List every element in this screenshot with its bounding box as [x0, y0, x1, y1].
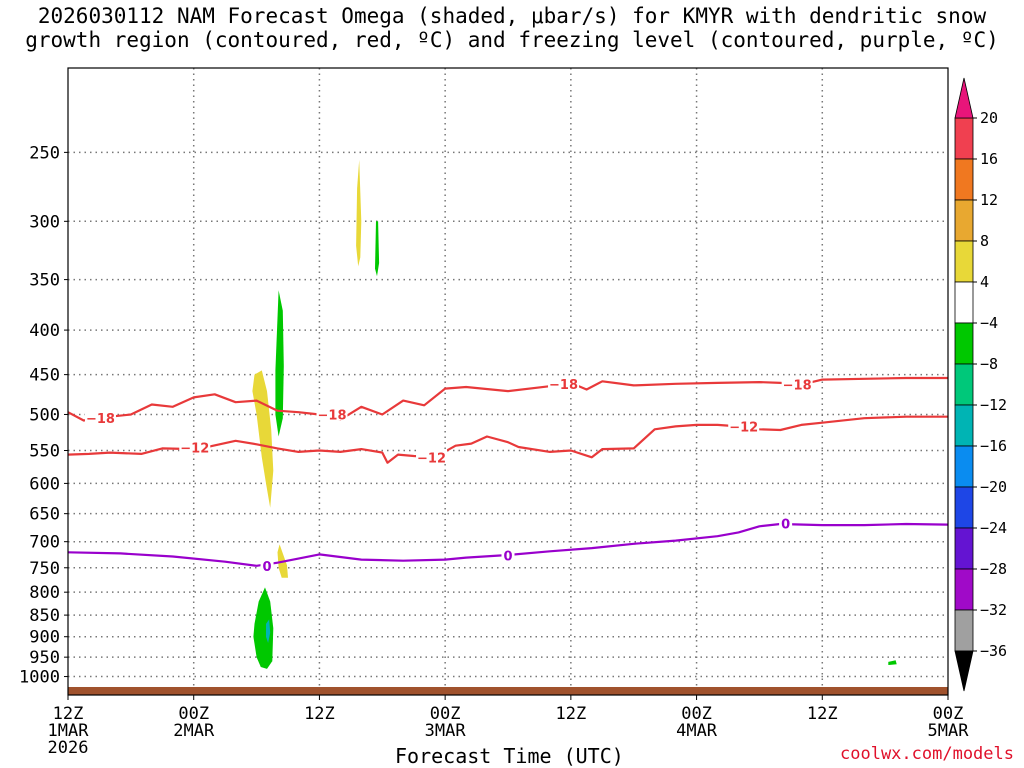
omega-shaded-region — [252, 370, 274, 508]
contour-label-bg — [501, 547, 515, 562]
x-tick-label: 1MAR — [48, 721, 90, 741]
colorbar-label: −16 — [980, 437, 1007, 455]
y-tick-label: 950 — [29, 648, 60, 668]
colorbar-label: −8 — [980, 355, 998, 373]
colorbar-bottom-arrow — [954, 650, 974, 692]
colorbar-segment — [954, 199, 974, 242]
colorbar-top-arrow — [954, 77, 974, 119]
colorbar-label: −36 — [980, 642, 1007, 660]
colorbar-label: 4 — [980, 273, 989, 291]
contour-line — [67, 376, 948, 422]
x-tick-label: 00Z — [933, 704, 964, 724]
y-tick-label: 700 — [29, 533, 60, 553]
y-tick-label: 1000 — [19, 668, 60, 688]
y-tick-label: 350 — [29, 271, 60, 291]
contour-label: −18 — [783, 379, 812, 394]
title-line-1: 2026030112 NAM Forecast Omega (shaded, μ… — [37, 4, 987, 28]
colorbar-label: 12 — [980, 191, 998, 209]
contour-label: 0 — [503, 549, 512, 564]
contour-label-bg — [781, 376, 813, 391]
x-tick-label: 12Z — [53, 704, 84, 724]
omega-shaded-region — [375, 221, 380, 277]
credit-text[interactable]: coolwx.com/models — [840, 744, 1014, 764]
contour-label: −12 — [180, 442, 209, 457]
y-tick-label: 250 — [29, 143, 60, 163]
contour-label-bg — [548, 375, 580, 390]
y-tick-label: 600 — [29, 474, 60, 494]
y-tick-label: 550 — [29, 442, 60, 462]
x-tick-label: 12Z — [807, 704, 838, 724]
y-tick-label: 300 — [29, 212, 60, 232]
colorbar-segment — [954, 486, 974, 529]
colorbar-segment — [954, 117, 974, 160]
omega-shaded-region — [253, 587, 274, 669]
contour-label: −18 — [318, 408, 347, 423]
y-tick-label: 900 — [29, 628, 60, 648]
omega-shaded-region — [356, 159, 362, 267]
contour-label-bg — [728, 418, 760, 433]
colorbar-label: −32 — [980, 601, 1007, 619]
colorbar-segment — [954, 527, 974, 570]
y-tick-label: 850 — [29, 606, 60, 626]
y-tick-label: 450 — [29, 366, 60, 386]
colorbar-label: −24 — [980, 519, 1007, 537]
colorbar-segment — [954, 240, 974, 283]
x-tick-label: 2026 — [48, 738, 89, 758]
chart-title: 2026030112 NAM Forecast Omega (shaded, μ… — [0, 4, 1024, 52]
y-tick-label: 400 — [29, 321, 60, 341]
title-line-2: growth region (contoured, red, ºC) and f… — [25, 28, 999, 52]
x-tick-label: 00Z — [178, 704, 209, 724]
contour-label-bg — [84, 410, 116, 425]
x-tick-label: 12Z — [304, 704, 335, 724]
omega-shaded-region — [888, 660, 897, 665]
contour-label: −18 — [549, 378, 578, 393]
y-tick-label: 500 — [29, 405, 60, 425]
x-tick-label: 3MAR — [425, 721, 467, 741]
colorbar-segment — [954, 445, 974, 488]
x-tick-label: 2MAR — [173, 721, 215, 741]
colorbar-segment — [954, 568, 974, 611]
x-tick-label: 4MAR — [676, 721, 718, 741]
colorbar-label: −20 — [980, 478, 1007, 496]
omega-shaded-region — [275, 290, 284, 437]
x-tick-label: 00Z — [430, 704, 461, 724]
x-tick-label: 5MAR — [928, 721, 970, 741]
colorbar-segment — [954, 281, 974, 324]
contour-label-bg — [179, 439, 211, 454]
y-tick-label: 750 — [29, 559, 60, 579]
terrain-band — [68, 686, 948, 695]
contour-label-bg — [416, 449, 448, 464]
contour-label: 0 — [263, 560, 272, 575]
contour-label: −18 — [86, 412, 115, 427]
contour-label-bg — [316, 406, 348, 421]
contour-label-bg — [779, 515, 793, 530]
colorbar-segment — [954, 363, 974, 406]
colorbar-segment — [954, 404, 974, 447]
colorbar-label: −4 — [980, 314, 998, 332]
y-tick-label: 800 — [29, 583, 60, 603]
y-tick-label: 650 — [29, 505, 60, 525]
colorbar-segment — [954, 158, 974, 201]
colorbar-label: −12 — [980, 396, 1007, 414]
x-axis-label: Forecast Time (UTC) — [395, 744, 624, 768]
colorbar-label: 8 — [980, 232, 989, 250]
colorbar-label: 20 — [980, 109, 998, 127]
contour-label: 0 — [781, 517, 790, 532]
omega-shaded-region — [266, 619, 271, 643]
contour-label-bg — [260, 557, 274, 572]
colorbar-label: 16 — [980, 150, 998, 168]
contour-label: −12 — [417, 451, 446, 466]
contour-label: −12 — [729, 420, 758, 435]
plot-border — [67, 67, 949, 696]
x-tick-label: 00Z — [681, 704, 712, 724]
colorbar-segment — [954, 322, 974, 365]
colorbar-segment — [954, 609, 974, 652]
x-tick-label: 12Z — [555, 704, 586, 724]
colorbar-label: −28 — [980, 560, 1007, 578]
